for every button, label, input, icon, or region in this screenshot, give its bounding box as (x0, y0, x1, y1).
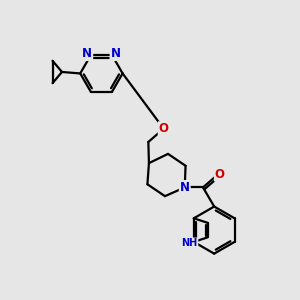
Text: NH: NH (181, 238, 197, 248)
Text: N: N (82, 47, 92, 60)
Text: O: O (215, 168, 225, 181)
Text: N: N (180, 181, 190, 194)
Text: N: N (110, 47, 121, 60)
Text: O: O (159, 122, 169, 135)
